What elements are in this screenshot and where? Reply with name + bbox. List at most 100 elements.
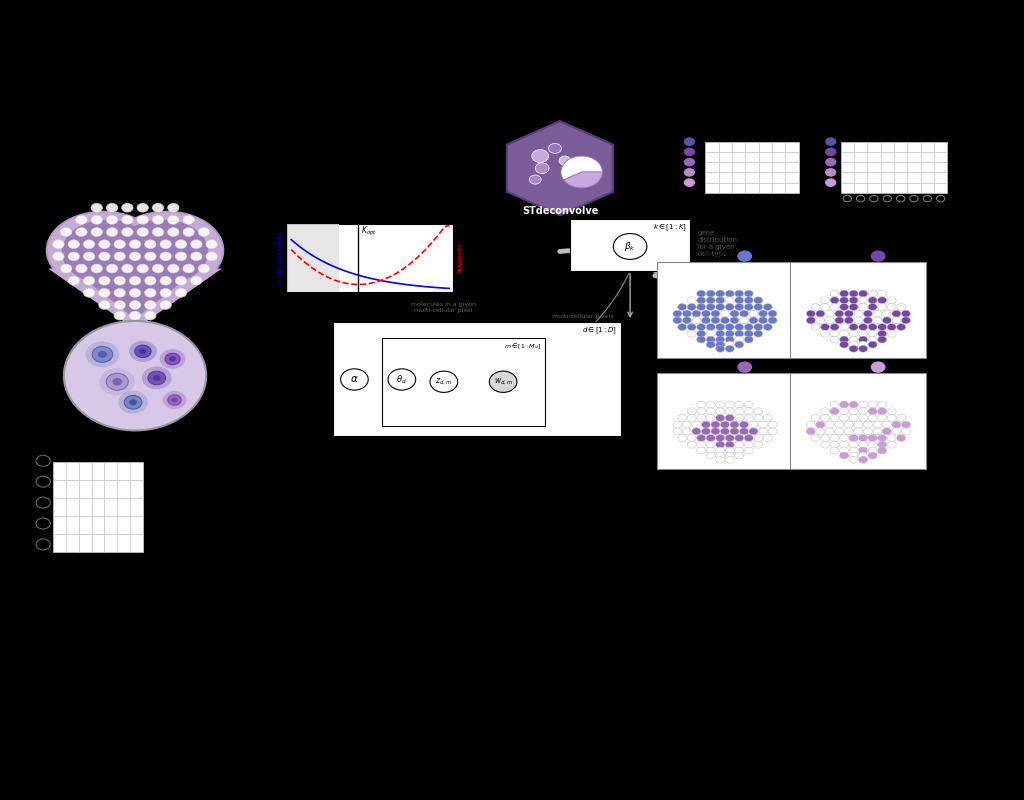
Circle shape [845, 317, 853, 324]
Circle shape [754, 434, 763, 442]
Circle shape [868, 297, 878, 304]
Text: Cell-Type: Cell-Type [698, 250, 732, 259]
Circle shape [883, 317, 891, 324]
Circle shape [878, 442, 887, 448]
Circle shape [430, 371, 458, 392]
Text: • detected in < 95% pixels: • detected in < 95% pixels [286, 161, 409, 170]
Circle shape [735, 290, 743, 297]
Circle shape [707, 434, 715, 442]
Circle shape [52, 240, 65, 249]
Circle shape [725, 341, 734, 348]
Circle shape [730, 310, 739, 317]
Circle shape [878, 408, 887, 414]
Circle shape [673, 310, 682, 317]
Circle shape [199, 228, 210, 237]
Bar [841, 152, 854, 162]
Bar [130, 462, 143, 480]
Circle shape [147, 371, 166, 385]
Circle shape [168, 395, 181, 405]
Circle shape [868, 324, 878, 330]
Circle shape [76, 264, 87, 273]
Circle shape [768, 428, 777, 434]
Text: C: C [666, 107, 684, 131]
Circle shape [863, 317, 872, 324]
Circle shape [849, 324, 858, 330]
Circle shape [687, 330, 696, 337]
Circle shape [749, 428, 758, 434]
Circle shape [122, 215, 133, 224]
Circle shape [60, 264, 72, 273]
Circle shape [153, 228, 164, 237]
Text: K optimization: K optimization [286, 204, 382, 217]
Circle shape [165, 354, 180, 365]
Bar [894, 162, 907, 172]
Circle shape [725, 346, 734, 352]
Circle shape [489, 371, 517, 392]
Circle shape [835, 310, 844, 317]
Circle shape [183, 215, 195, 224]
Circle shape [106, 264, 118, 273]
Circle shape [859, 290, 867, 297]
Bar [53, 480, 66, 498]
Circle shape [744, 447, 754, 454]
Bar [921, 152, 934, 162]
Circle shape [868, 434, 878, 442]
Circle shape [840, 290, 849, 297]
Circle shape [716, 452, 725, 459]
Bar [104, 498, 117, 516]
Circle shape [739, 428, 749, 434]
Bar [79, 498, 91, 516]
Circle shape [692, 428, 700, 434]
Circle shape [172, 398, 177, 402]
Circle shape [737, 250, 753, 262]
Circle shape [811, 434, 820, 442]
Circle shape [868, 341, 878, 348]
Circle shape [768, 310, 777, 317]
Text: $z_{d,m}$: $z_{d,m}$ [435, 377, 453, 387]
Circle shape [735, 341, 743, 348]
Circle shape [859, 442, 867, 448]
Circle shape [139, 349, 146, 354]
Circle shape [878, 330, 887, 337]
Circle shape [673, 317, 682, 324]
Circle shape [716, 330, 725, 337]
Bar [706, 172, 719, 182]
Circle shape [859, 346, 867, 352]
Circle shape [892, 317, 901, 324]
Circle shape [696, 290, 706, 297]
Circle shape [768, 317, 777, 324]
Circle shape [744, 434, 754, 442]
Circle shape [68, 252, 80, 261]
Circle shape [114, 252, 126, 261]
Circle shape [878, 324, 887, 330]
Bar [867, 182, 881, 193]
Circle shape [701, 317, 711, 324]
Circle shape [859, 456, 867, 463]
Circle shape [725, 456, 734, 463]
Circle shape [129, 289, 140, 298]
Bar [66, 498, 79, 516]
Bar [91, 498, 104, 516]
Circle shape [754, 408, 763, 414]
Circle shape [684, 168, 695, 177]
Circle shape [840, 434, 849, 442]
Bar [791, 374, 927, 470]
Bar [921, 142, 934, 152]
Circle shape [144, 301, 156, 310]
Circle shape [725, 330, 734, 337]
Circle shape [122, 264, 133, 273]
Bar [759, 172, 772, 182]
Circle shape [897, 434, 905, 442]
Circle shape [98, 240, 111, 249]
Circle shape [613, 234, 647, 259]
Text: D: D [25, 493, 32, 502]
Text: • overdispersed: • overdispersed [286, 178, 357, 186]
Circle shape [825, 138, 837, 146]
Circle shape [811, 303, 820, 310]
Circle shape [98, 252, 111, 261]
Circle shape [768, 421, 777, 428]
Text: molecules in a given
multi-cellular pixel: molecules in a given multi-cellular pixe… [411, 302, 476, 313]
Bar [894, 152, 907, 162]
Bar [934, 172, 947, 182]
Circle shape [820, 303, 829, 310]
